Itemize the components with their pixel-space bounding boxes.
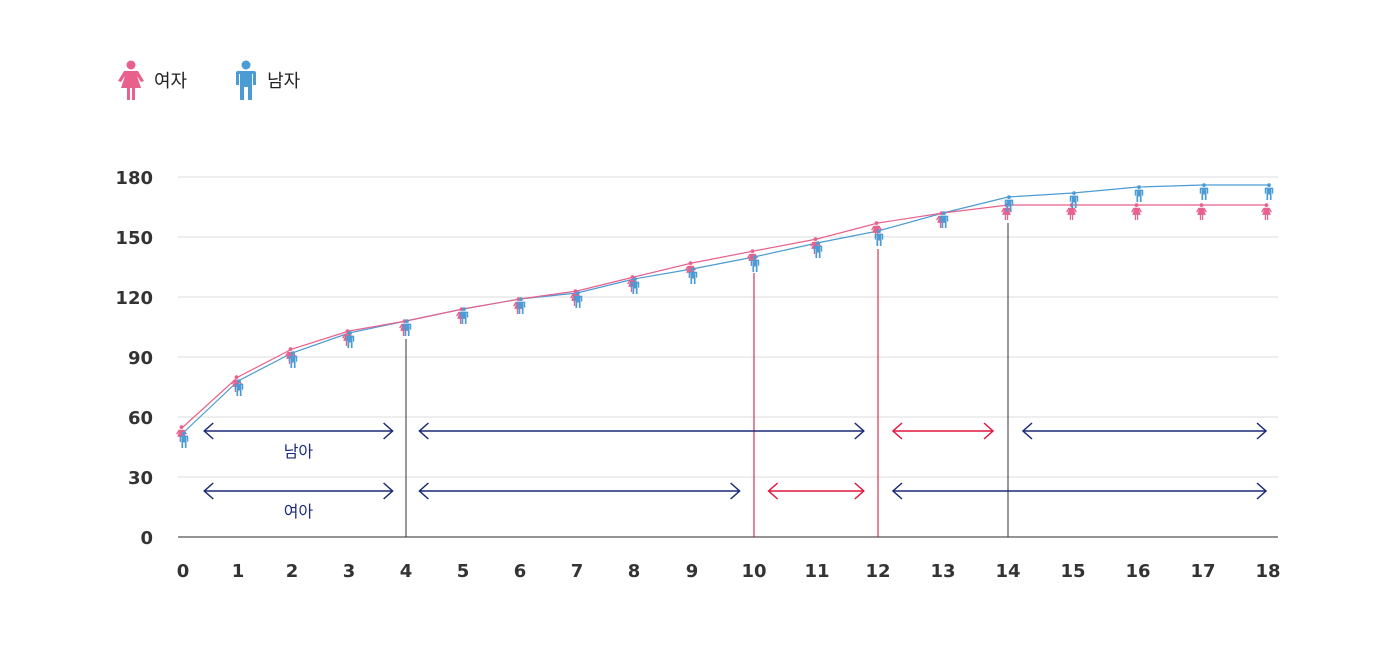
bracket-head-right (383, 482, 394, 500)
legend: 여자 남자 (118, 60, 348, 100)
grid (178, 176, 1278, 538)
x-tick-label: 16 (1125, 561, 1150, 582)
bracket-head-right (1256, 482, 1268, 500)
bracket-head-left (418, 422, 429, 440)
male-data-point (1199, 183, 1209, 200)
female-person-icon (118, 60, 144, 100)
bracket-head-right (383, 422, 394, 440)
x-tick-label: 11 (804, 561, 829, 582)
series-lines (182, 184, 1268, 434)
male-data-point (1264, 183, 1274, 200)
age-bracket-arrow (891, 482, 1268, 500)
age-bracket-arrow: 남아 (203, 422, 394, 461)
x-tick-label: 18 (1255, 561, 1280, 582)
x-tick-label: 0 (177, 561, 190, 582)
female-data-point (1261, 203, 1272, 220)
x-tick-label: 14 (995, 561, 1020, 582)
x-tick-label: 9 (686, 561, 699, 582)
bracket-head-right (854, 482, 865, 500)
bracket-head-right (854, 422, 865, 440)
age-bracket-arrow (891, 422, 995, 440)
series-markers (176, 183, 1274, 448)
bracket-head-right (983, 422, 995, 440)
x-tick-label: 12 (865, 561, 890, 582)
bracket-head-right (730, 482, 741, 500)
y-tick-label: 0 (140, 528, 153, 549)
bracket-head-left (418, 482, 429, 500)
y-tick-label: 150 (115, 228, 153, 249)
vertical-markers (405, 223, 1009, 537)
female-data-point (1196, 203, 1207, 220)
legend-label-male: 남자 (267, 71, 301, 92)
x-tick-label: 8 (628, 561, 641, 582)
bracket-label: 여아 (284, 502, 314, 521)
age-bracket-arrow (1021, 422, 1268, 440)
x-tick-label: 17 (1190, 561, 1215, 582)
y-tick-label: 120 (115, 288, 153, 309)
bracket-head-left (203, 482, 214, 500)
y-tick-label: 90 (128, 348, 153, 369)
x-tick-label: 4 (400, 561, 413, 582)
x-tick-label: 2 (286, 561, 299, 582)
legend-item-male: 남자 (235, 60, 300, 100)
x-tick-label: 1 (232, 561, 245, 582)
bracket-head-left (767, 482, 779, 500)
age-bracket-arrow: 여아 (203, 482, 394, 521)
x-tick-label: 5 (457, 561, 470, 582)
age-bracket-arrow (767, 482, 865, 500)
male-person-icon (236, 60, 257, 100)
legend-label-female: 여자 (154, 71, 188, 92)
series-line-female (182, 204, 1268, 428)
age-bracket-arrow (418, 422, 865, 440)
x-tick-label: 7 (571, 561, 584, 582)
bracket-head-left (891, 482, 903, 500)
age-bracket-arrow (418, 482, 741, 500)
y-tick-label: 180 (115, 168, 153, 189)
x-tick-label: 6 (514, 561, 527, 582)
bracket-head-left (891, 422, 903, 440)
female-data-point (1131, 203, 1142, 220)
x-tick-label: 13 (930, 561, 955, 582)
legend-item-female: 여자 (118, 60, 187, 100)
bracket-head-left (203, 422, 214, 440)
bracket-label: 남아 (284, 442, 314, 461)
x-tick-label: 3 (343, 561, 356, 582)
x-tick-label: 10 (741, 561, 766, 582)
bracket-head-left (1021, 422, 1033, 440)
y-tick-label: 60 (128, 408, 153, 429)
series-line-male (182, 184, 1268, 434)
y-tick-label: 30 (128, 468, 153, 489)
bracket-head-right (1256, 422, 1268, 440)
x-tick-label: 15 (1060, 561, 1085, 582)
